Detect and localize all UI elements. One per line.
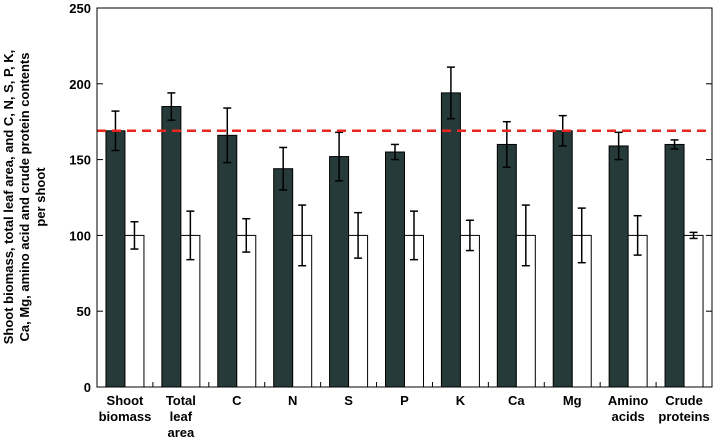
error-bar bbox=[354, 211, 363, 259]
error-bar bbox=[391, 143, 399, 161]
bar-series-1 bbox=[161, 106, 182, 388]
bar-series-2 bbox=[683, 234, 704, 388]
error-bar bbox=[335, 131, 344, 182]
error-bar bbox=[577, 207, 586, 264]
bar-series-1 bbox=[552, 130, 573, 388]
bar-series-1 bbox=[440, 92, 461, 388]
error-bar bbox=[186, 210, 195, 261]
bar-series-1 bbox=[664, 143, 685, 388]
error-bar bbox=[633, 214, 642, 256]
y-tick-label: 50 bbox=[77, 304, 91, 319]
bar-series-1 bbox=[105, 130, 126, 388]
y-tick-label: 100 bbox=[69, 228, 91, 243]
x-tick-label: Shoot biomass bbox=[99, 393, 152, 424]
axes: Shoot biomass Total leaf area C N S P K Ca Mg Amino a… bbox=[69, 1, 713, 440]
error-bar bbox=[502, 120, 511, 168]
y-axis-title-line: Shoot biomass, total leaf area, and C, N… bbox=[1, 50, 16, 345]
error-bar bbox=[521, 204, 530, 267]
x-tick-label: Crude proteins bbox=[658, 393, 709, 424]
bar-series-2 bbox=[627, 234, 648, 388]
x-tick-label: K bbox=[456, 393, 466, 408]
error-bar bbox=[670, 139, 679, 150]
bar-series-1 bbox=[217, 134, 238, 388]
bar-series-2 bbox=[124, 234, 145, 388]
error-bar bbox=[298, 204, 307, 267]
x-tick-label: Total leaf area bbox=[166, 393, 196, 440]
y-axis-title-line: per shoot bbox=[33, 167, 48, 227]
y-axis-label: Shoot biomass, total leaf area, and C, N… bbox=[1, 50, 48, 345]
y-tick-label: 0 bbox=[84, 380, 91, 395]
x-tick-label: N bbox=[288, 393, 297, 408]
bar-series-2 bbox=[459, 234, 480, 388]
chart-marks bbox=[97, 66, 712, 388]
error-bar bbox=[130, 221, 139, 250]
bar-series-1 bbox=[608, 145, 629, 388]
bar-series-2 bbox=[236, 234, 257, 388]
bar-series-1 bbox=[496, 143, 517, 388]
x-tick-label: Ca bbox=[508, 393, 525, 408]
y-axis-title: Shoot biomass, total leaf area, and C, N… bbox=[1, 50, 48, 345]
x-tick-label: Mg bbox=[563, 393, 582, 408]
error-bar bbox=[242, 217, 251, 253]
y-tick-label: 250 bbox=[69, 1, 91, 16]
x-tick-label: S bbox=[344, 393, 353, 408]
error-bar bbox=[223, 107, 232, 164]
error-bar bbox=[689, 231, 698, 240]
error-bar bbox=[167, 92, 176, 121]
bar-series-1 bbox=[329, 156, 350, 388]
error-bar bbox=[465, 219, 474, 252]
bar-series-1 bbox=[385, 151, 405, 388]
x-tick-label: P bbox=[400, 393, 409, 408]
x-tick-label: Amino acids bbox=[608, 393, 649, 424]
error-bar bbox=[446, 66, 455, 120]
y-axis-title-line: Ca, Mg, amino acid and crude protein con… bbox=[17, 53, 32, 342]
x-tick-label: C bbox=[232, 393, 242, 408]
y-tick-label: 200 bbox=[69, 77, 91, 92]
y-tick-label: 150 bbox=[69, 153, 91, 168]
plot-frame bbox=[96, 7, 713, 388]
error-bar bbox=[614, 131, 623, 161]
bar-series-1 bbox=[273, 168, 294, 388]
error-bar bbox=[279, 146, 288, 191]
error-bar bbox=[410, 210, 418, 261]
